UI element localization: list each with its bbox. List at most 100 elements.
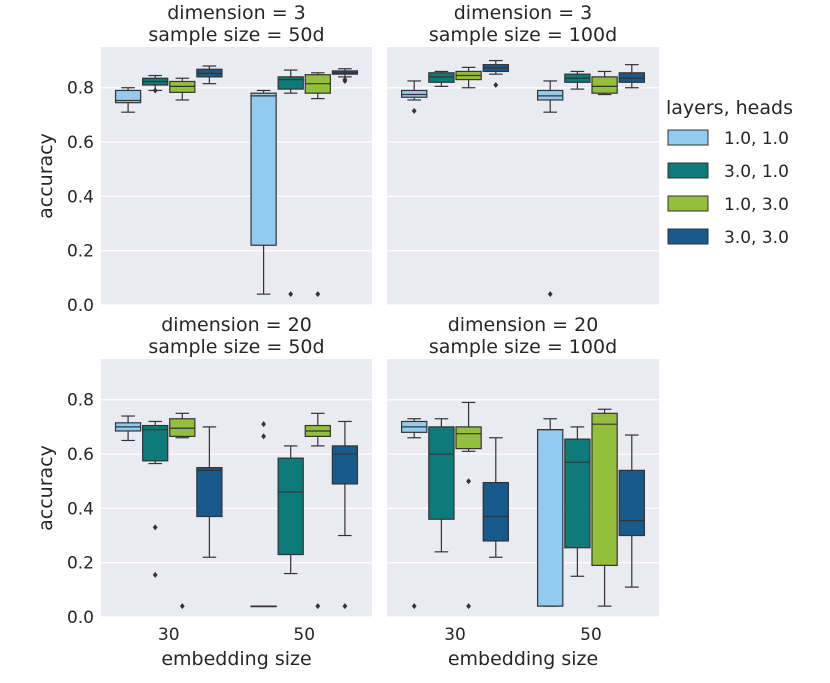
outlier-marker [288, 291, 294, 298]
box-3-0-3-0-emb-50 [618, 434, 646, 588]
outlier-marker [315, 291, 321, 298]
box-body [142, 424, 169, 462]
outlier-marker [547, 291, 553, 298]
box-body [536, 89, 564, 101]
y-axis-label: accuracy [35, 445, 57, 531]
panel-title-line1: dimension = 20 [448, 314, 599, 336]
legend-item: 3.0, 1.0 [667, 162, 789, 182]
legend-swatch [667, 228, 709, 245]
box-1-0-3-0-emb-30 [455, 401, 482, 610]
box-3-0-1-0-emb-30 [142, 420, 169, 578]
outlier-marker [152, 571, 158, 578]
y-tick-label: 0.8 [67, 79, 94, 99]
x-tick-label: 50 [293, 625, 315, 645]
y-tick-label: 0.6 [67, 445, 94, 465]
panel-title-line2: sample size = 50d [148, 24, 324, 46]
box-body [455, 426, 482, 450]
box-3-0-3-0-emb-50 [331, 68, 359, 84]
panel-background [101, 47, 372, 305]
panel-title-line2: sample size = 100d [429, 336, 617, 358]
box-3-0-3-0-emb-30 [482, 437, 510, 558]
legend-items: 1.0, 1.0 3.0, 1.0 1.0, 3.0 3.0, 3.0 [667, 129, 789, 248]
legend-label: 3.0, 3.0 [724, 228, 789, 248]
panel-title-line1: dimension = 3 [167, 2, 306, 24]
x-axis-label: embedding size [161, 648, 311, 670]
box-1-0-1-0-emb-30 [114, 87, 142, 113]
panel-background [387, 359, 659, 617]
y-tick-label: 0.6 [67, 133, 94, 153]
y-tick-label: 0.2 [67, 554, 94, 574]
panel-title-line2: sample size = 50d [148, 336, 324, 358]
y-tick-label: 0.2 [67, 242, 94, 262]
outlier-marker [152, 524, 158, 531]
legend-item: 3.0, 3.0 [667, 228, 789, 248]
box-body [618, 469, 646, 537]
box-3-0-1-0-emb-30 [428, 70, 455, 87]
box-3-0-1-0-emb-30 [142, 74, 169, 94]
box-body [591, 76, 618, 94]
box-body [196, 467, 223, 518]
box-body [428, 72, 455, 83]
box-1-0-1-0-emb-50 [536, 418, 564, 607]
y-axis-label: accuracy [35, 133, 57, 219]
legend-label: 3.0, 1.0 [724, 162, 789, 182]
box-1-0-1-0-emb-50 [250, 89, 277, 295]
outlier-marker [466, 603, 471, 610]
legend-label: 1.0, 3.0 [724, 195, 789, 215]
panel-title-line1: dimension = 20 [161, 314, 312, 336]
box-1-0-3-0-emb-50 [591, 70, 618, 96]
panel-background [387, 47, 659, 305]
box-1-0-1-0-emb-30 [114, 415, 142, 442]
box-body [536, 429, 564, 607]
panel-title-line2: sample size = 100d [429, 24, 617, 46]
box-1-0-1-0-emb-50 [250, 421, 277, 608]
outlier-marker [179, 603, 185, 610]
box-body [428, 426, 455, 520]
outlier-marker [342, 77, 348, 84]
box-body [277, 457, 304, 556]
box-body [482, 481, 510, 542]
box-1-0-3-0-emb-50 [304, 72, 331, 298]
x-tick-label: 30 [444, 625, 466, 645]
box-3-0-3-0-emb-30 [482, 59, 510, 89]
box-body [564, 438, 591, 549]
y-tick-label: 0.0 [67, 608, 94, 628]
box-1-0-3-0-emb-30 [455, 66, 482, 89]
box-1-0-3-0-emb-50 [591, 408, 618, 607]
y-tick-label: 0.0 [67, 296, 94, 316]
box-3-0-1-0-emb-50 [277, 69, 304, 298]
outlier-marker [261, 433, 266, 440]
legend-swatch [667, 129, 709, 146]
box-1-0-1-0-emb-30 [401, 80, 428, 114]
box-body [277, 76, 304, 90]
y-tick-label: 0.8 [67, 391, 94, 411]
outlier-marker [342, 603, 348, 610]
box-3-0-3-0-emb-50 [618, 64, 646, 89]
box-body [331, 445, 359, 485]
legend-swatch [667, 162, 709, 179]
box-body [591, 412, 618, 567]
box-3-0-3-0-emb-30 [196, 426, 223, 558]
box-1-0-3-0-emb-50 [304, 412, 331, 610]
x-tick-label: 30 [158, 625, 180, 645]
panel-title-line1: dimension = 3 [454, 2, 593, 24]
box-1-0-1-0-emb-30 [401, 418, 428, 610]
box-body [250, 92, 277, 246]
box-3-0-1-0-emb-50 [564, 70, 591, 90]
x-tick-label: 50 [580, 625, 602, 645]
outlier-marker [315, 603, 321, 610]
y-tick-label: 0.4 [67, 499, 94, 519]
legend: layers, heads 1.0, 1.0 3.0, 1.0 1.0, 3.0 3.… [666, 97, 793, 248]
outlier-marker [152, 87, 158, 94]
box-1-0-1-0-emb-50 [536, 80, 564, 298]
box-3-0-3-0-emb-30 [196, 65, 223, 85]
outlier-marker [261, 421, 266, 428]
legend-item: 1.0, 1.0 [667, 129, 789, 149]
legend-item: 1.0, 3.0 [667, 195, 789, 215]
box-1-0-3-0-emb-30 [169, 412, 196, 610]
legend-label: 1.0, 1.0 [724, 129, 789, 149]
